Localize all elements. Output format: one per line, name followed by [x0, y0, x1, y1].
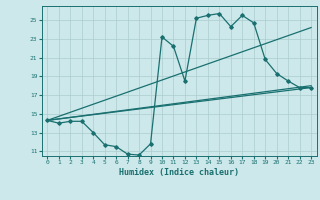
X-axis label: Humidex (Indice chaleur): Humidex (Indice chaleur): [119, 168, 239, 177]
